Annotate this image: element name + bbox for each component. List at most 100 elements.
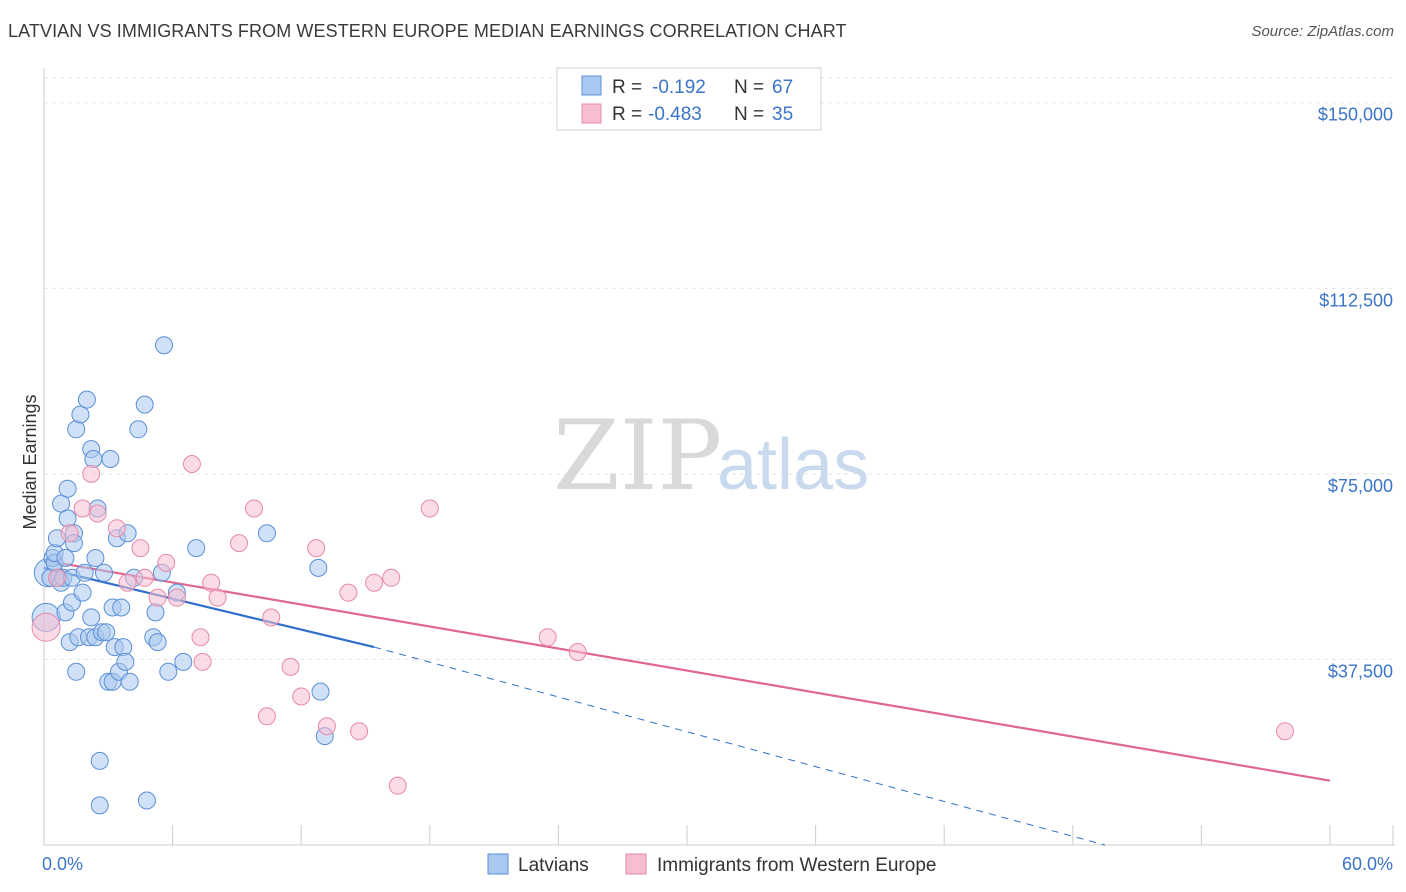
bottom-legend-label-immigrants: Immigrants from Western Europe (657, 855, 936, 876)
latvians-point (120, 672, 139, 691)
immigrants-point (420, 499, 439, 518)
immigrants-point (107, 519, 126, 538)
latvians-point (52, 494, 71, 513)
immigrants-point (292, 687, 311, 706)
x-tick-labels: 0.0% 60.0% (42, 854, 1393, 874)
bottom-legend: Latvians Immigrants from Western Europe (487, 853, 936, 876)
latvians-point (159, 662, 178, 681)
latvians-point (146, 603, 165, 622)
latvians-point (75, 563, 94, 582)
latvians-point (155, 336, 173, 355)
source-label: Source: ZipAtlas.com (1251, 23, 1394, 40)
latvians-point (309, 558, 328, 577)
immigrants-point (60, 524, 79, 543)
latvians-point (58, 479, 77, 498)
trend-lines (43, 559, 1331, 846)
axes (43, 68, 1395, 846)
latvians-point (90, 751, 109, 770)
watermark-zip: ZIP (553, 400, 722, 512)
immigrants-point (131, 539, 150, 558)
immigrants-point (350, 722, 369, 741)
latvians-point (67, 662, 86, 681)
y-tick-label: $112,500 (1319, 290, 1393, 310)
legend-r-value-2: -0.483 (648, 104, 702, 125)
y-tick-label: $37,500 (1328, 661, 1393, 681)
immigrants-point (230, 534, 248, 553)
latvians-point (97, 623, 116, 642)
latvians-point (114, 638, 133, 657)
latvians-point (148, 633, 167, 652)
chart-title: LATVIAN VS IMMIGRANTS FROM WESTERN EUROP… (8, 21, 847, 41)
immigrants-point (245, 499, 263, 518)
latvians-point (56, 549, 75, 567)
latvians-point (174, 652, 193, 671)
immigrants-point (193, 652, 212, 671)
legend-n-value-1: 67 (772, 77, 793, 98)
x-tick-label-end: 60.0% (1342, 854, 1393, 874)
immigrants-point (135, 568, 154, 587)
immigrants-point (182, 455, 201, 473)
latvians-point (101, 450, 120, 468)
y-tick-labels: $37,500 $75,000 $112,500 $150,000 (1318, 105, 1393, 682)
latvians-point (116, 652, 135, 671)
latvians-trend-line-extension (373, 646, 1106, 846)
immigrants-point (307, 539, 326, 558)
immigrants-point (1276, 722, 1294, 741)
immigrants-trend-line (43, 559, 1331, 782)
y-axis-label: Median Earnings (20, 394, 40, 529)
bottom-legend-swatch-immigrants (625, 853, 647, 875)
latvians-point (71, 405, 90, 424)
bottom-legend-swatch-latvians (487, 853, 509, 875)
latvians-point (77, 390, 96, 409)
immigrants-point (88, 504, 107, 523)
immigrants-point (82, 464, 101, 483)
immigrants-point (365, 573, 384, 592)
latvians-point (84, 450, 103, 468)
latvians-point (311, 682, 330, 701)
legend-n-label-1: N = (734, 77, 764, 98)
immigrants-point (382, 568, 401, 587)
watermark: ZIP atlas (553, 400, 869, 512)
legend-n-label-2: N = (734, 104, 764, 125)
legend-r-label-1: R = (612, 77, 642, 98)
latvians-point (257, 524, 276, 543)
latvians-point (135, 395, 154, 414)
latvians-point (67, 420, 86, 439)
immigrants-point (208, 588, 227, 607)
immigrants-point (47, 568, 66, 587)
legend-r-value-1: -0.192 (652, 77, 706, 98)
data-points (31, 336, 1294, 815)
legend-swatch-latvians (581, 75, 602, 96)
latvians-point (82, 608, 101, 627)
watermark-atlas: atlas (717, 425, 869, 505)
legend-n-value-2: 35 (772, 104, 793, 125)
immigrants-point (118, 573, 137, 592)
latvians-trend-line (43, 566, 375, 649)
legend-r-label-2: R = (612, 104, 642, 125)
latvians-point (86, 549, 105, 567)
immigrants-point (202, 573, 221, 592)
y-tick-label: $150,000 (1318, 105, 1393, 125)
latvians-point (95, 563, 113, 582)
immigrants-point (191, 628, 210, 647)
immigrants-point (538, 628, 557, 647)
latvians-point (73, 583, 92, 602)
y-tick-label: $75,000 (1328, 476, 1393, 496)
top-legend: R = -0.192 N = 67 R = -0.483 N = 35 (556, 67, 822, 131)
latvians-point (187, 539, 206, 558)
immigrants-point (31, 612, 61, 642)
latvians-point (129, 420, 148, 439)
immigrants-point (73, 499, 92, 518)
latvians-point (137, 791, 156, 810)
immigrants-point (157, 553, 176, 572)
grid-lines (44, 77, 1395, 660)
immigrants-point (388, 776, 407, 795)
immigrants-point (281, 657, 300, 676)
immigrants-point (167, 588, 186, 607)
latvians-point (112, 598, 131, 617)
immigrants-point (148, 588, 167, 607)
immigrants-point (257, 707, 276, 726)
x-tick-label-start: 0.0% (42, 854, 83, 874)
immigrants-point (317, 717, 336, 736)
